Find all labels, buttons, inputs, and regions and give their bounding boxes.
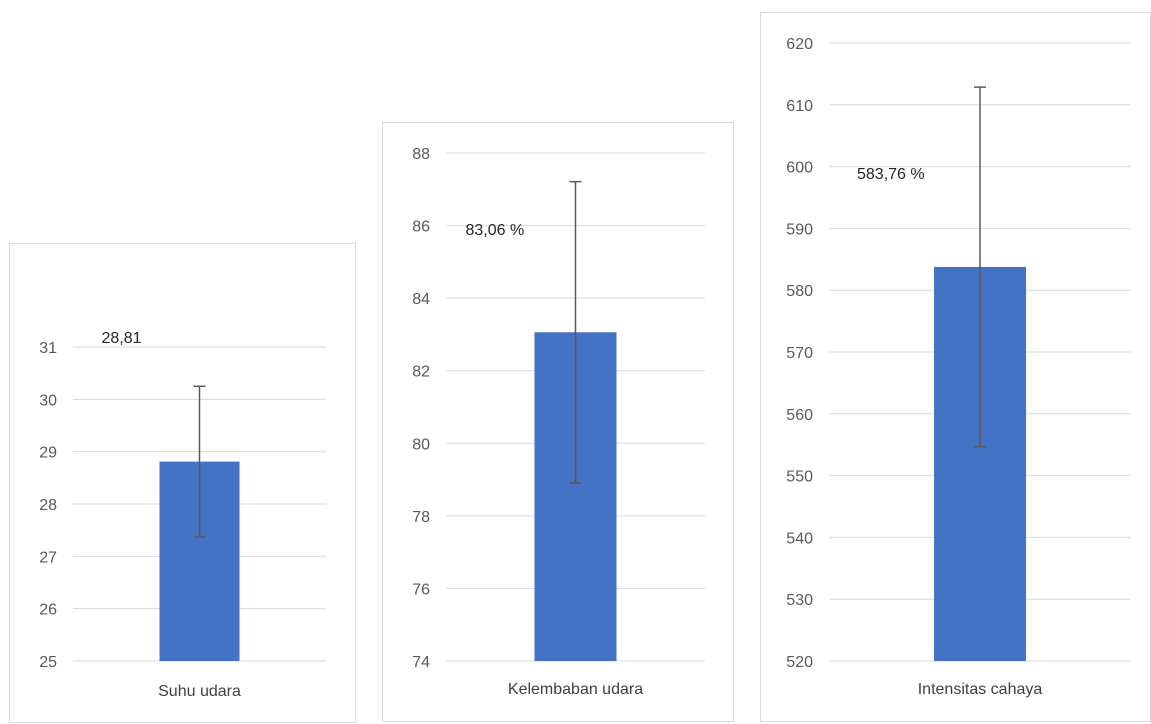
y-tick-label: 610 xyxy=(786,98,813,115)
category-label: Suhu udara xyxy=(158,683,241,700)
y-tick-label: 82 xyxy=(412,364,430,381)
data-label: 28,81 xyxy=(102,330,142,347)
y-tick-label: 84 xyxy=(412,291,430,308)
y-tick-label: 30 xyxy=(39,392,57,409)
y-tick-label: 29 xyxy=(39,445,57,462)
chart-kelembaban-udara: 74 76 78 80 82 84 86 88 83,06 % Kelembaban udara xyxy=(382,122,734,722)
chart-svg: 520 530 540 550 560 570 580 590 600 610 620 583,76 … xyxy=(786,36,1131,698)
chart-svg: 25 26 27 28 29 30 31 28,81 Suhu udara xyxy=(39,330,326,700)
chart-svg: 74 76 78 80 82 84 86 88 83,06 % Kelembaban udara xyxy=(412,146,705,698)
y-tick-label: 570 xyxy=(786,345,813,362)
data-label: 583,76 % xyxy=(857,166,925,183)
y-tick-label: 620 xyxy=(786,36,813,53)
data-label: 83,06 % xyxy=(466,222,525,239)
y-tick-label: 590 xyxy=(786,221,813,238)
y-tick-label: 26 xyxy=(39,602,57,619)
y-tick-label: 80 xyxy=(412,436,430,453)
y-tick-label: 550 xyxy=(786,469,813,486)
y-tick-label: 28 xyxy=(39,497,57,514)
y-tick-label: 560 xyxy=(786,407,813,424)
y-tick-label: 78 xyxy=(412,509,430,526)
y-tick-label: 530 xyxy=(786,592,813,609)
category-label: Intensitas cahaya xyxy=(918,681,1043,698)
y-tick-label: 88 xyxy=(412,146,430,163)
chart-suhu-udara: 25 26 27 28 29 30 31 28,81 Suhu udara xyxy=(9,243,356,723)
y-tick-label: 74 xyxy=(412,654,430,671)
chart-intensitas-cahaya: 520 530 540 550 560 570 580 590 600 610 620 583,76 … xyxy=(760,12,1151,722)
y-tick-label: 580 xyxy=(786,283,813,300)
y-tick-label: 31 xyxy=(39,340,57,357)
category-label: Kelembaban udara xyxy=(508,681,643,698)
y-tick-label: 76 xyxy=(412,581,430,598)
y-tick-label: 540 xyxy=(786,530,813,547)
y-tick-label: 27 xyxy=(39,549,57,566)
y-tick-label: 600 xyxy=(786,160,813,177)
y-tick-label: 25 xyxy=(39,654,57,671)
y-tick-label: 520 xyxy=(786,654,813,671)
y-tick-label: 86 xyxy=(412,219,430,236)
